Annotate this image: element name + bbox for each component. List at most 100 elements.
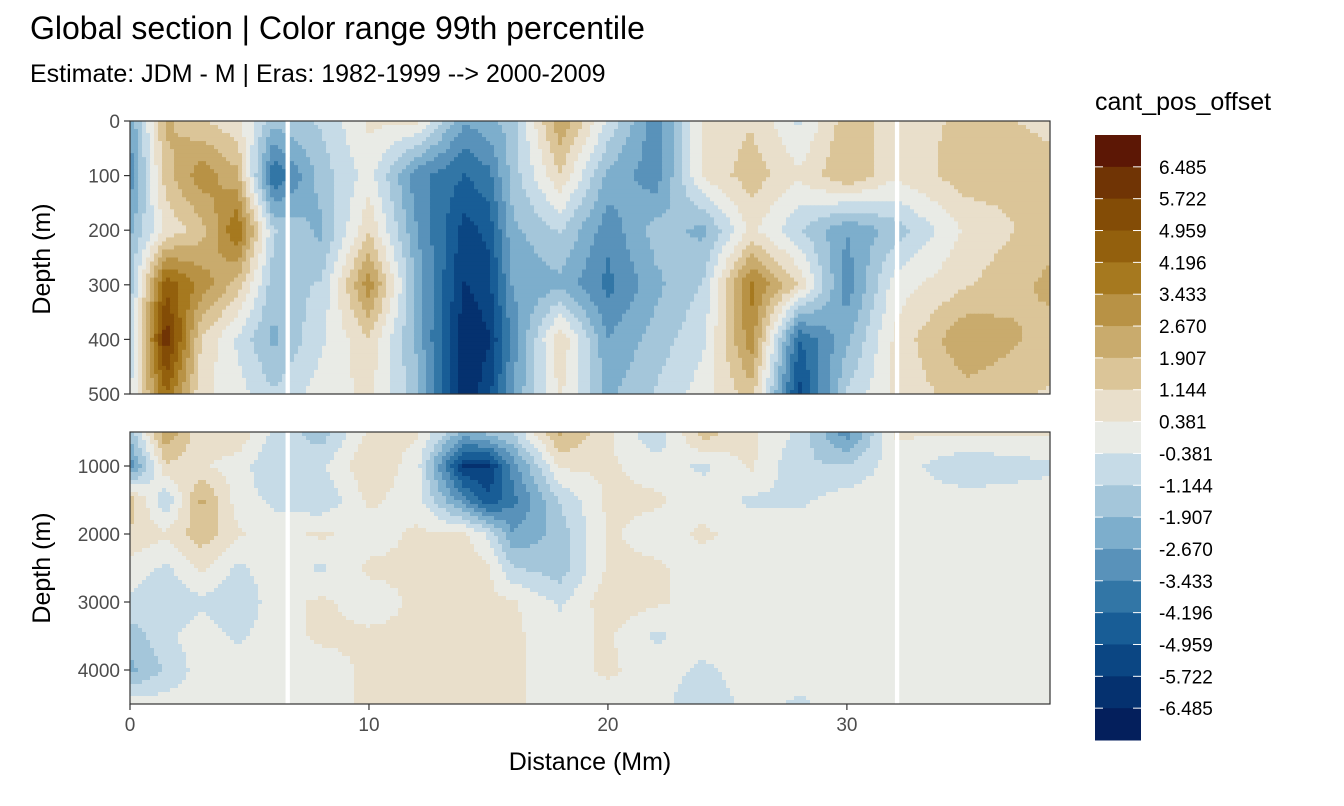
field-cell	[954, 169, 959, 174]
field-cell	[902, 125, 907, 130]
field-cell	[574, 197, 579, 202]
field-cell	[142, 157, 147, 162]
field-cell	[186, 177, 191, 182]
field-cell	[298, 193, 303, 198]
field-cell	[494, 197, 499, 202]
field-cell	[458, 193, 463, 198]
field-cell	[598, 165, 603, 170]
field-cell	[810, 133, 815, 138]
field-cell	[658, 129, 663, 134]
field-cell	[1002, 185, 1007, 190]
field-cell	[874, 157, 879, 162]
field-cell	[782, 193, 787, 198]
field-cell	[498, 133, 503, 138]
field-cell	[578, 129, 583, 134]
field-cell	[838, 177, 843, 182]
field-cell	[686, 177, 691, 182]
field-cell	[422, 193, 427, 198]
field-cell	[638, 161, 643, 166]
field-cell	[642, 157, 647, 162]
field-cell	[642, 153, 647, 158]
field-cell	[1022, 185, 1027, 190]
field-cell	[414, 185, 419, 190]
field-cell	[186, 153, 191, 158]
field-cell	[566, 133, 571, 138]
field-cell	[898, 121, 903, 126]
field-cell	[554, 173, 559, 178]
field-cell	[1042, 153, 1047, 158]
field-cell	[270, 201, 275, 206]
field-cell	[1002, 189, 1007, 194]
field-cell	[182, 153, 187, 158]
field-cell	[482, 169, 487, 174]
field-cell	[746, 165, 751, 170]
field-cell	[606, 165, 611, 170]
field-cell	[202, 205, 207, 210]
field-cell	[990, 173, 995, 178]
field-cell	[998, 165, 1003, 170]
field-cell	[770, 157, 775, 162]
field-cell	[578, 185, 583, 190]
field-cell	[750, 157, 755, 162]
field-cell	[350, 121, 355, 126]
field-cell	[254, 185, 259, 190]
field-cell	[1006, 193, 1011, 198]
field-cell	[494, 185, 499, 190]
field-cell	[646, 205, 651, 210]
field-cell	[482, 125, 487, 130]
field-cell	[770, 165, 775, 170]
field-cell	[730, 181, 735, 186]
field-cell	[162, 153, 167, 158]
field-cell	[438, 137, 443, 142]
field-cell	[650, 141, 655, 146]
field-cell	[1014, 169, 1019, 174]
field-cell	[434, 133, 439, 138]
field-cell	[806, 185, 811, 190]
field-cell	[938, 193, 943, 198]
field-cell	[842, 193, 847, 198]
field-cell	[754, 165, 759, 170]
field-cell	[650, 157, 655, 162]
field-cell	[714, 157, 719, 162]
field-cell	[570, 133, 575, 138]
field-cell	[826, 157, 831, 162]
field-cell	[494, 205, 499, 210]
field-cell	[862, 173, 867, 178]
field-cell	[906, 201, 911, 206]
field-cell	[210, 137, 215, 142]
field-cell	[478, 181, 483, 186]
field-cell	[754, 153, 759, 158]
field-cell	[1030, 169, 1035, 174]
field-cell	[658, 193, 663, 198]
field-cell	[386, 201, 391, 206]
field-cell	[534, 145, 539, 150]
field-cell	[842, 185, 847, 190]
field-cell	[318, 173, 323, 178]
field-cell	[302, 153, 307, 158]
field-cell	[766, 193, 771, 198]
field-cell	[670, 201, 675, 206]
field-cell	[1014, 153, 1019, 158]
field-cell	[726, 145, 731, 150]
field-cell	[218, 197, 223, 202]
field-cell	[442, 161, 447, 166]
field-cell	[654, 165, 659, 170]
field-cell	[442, 197, 447, 202]
field-cell	[538, 121, 543, 126]
field-cell	[182, 181, 187, 186]
field-cell	[798, 145, 803, 150]
field-cell	[394, 133, 399, 138]
field-cell	[814, 201, 819, 206]
field-cell	[134, 201, 139, 206]
field-cell	[242, 137, 247, 142]
field-cell	[1030, 157, 1035, 162]
field-cell	[514, 149, 519, 154]
field-cell	[646, 169, 651, 174]
field-cell	[646, 165, 651, 170]
field-cell	[502, 189, 507, 194]
field-cell	[150, 157, 155, 162]
field-cell	[218, 161, 223, 166]
field-cell	[846, 153, 851, 158]
field-cell	[542, 141, 547, 146]
field-cell	[942, 133, 947, 138]
